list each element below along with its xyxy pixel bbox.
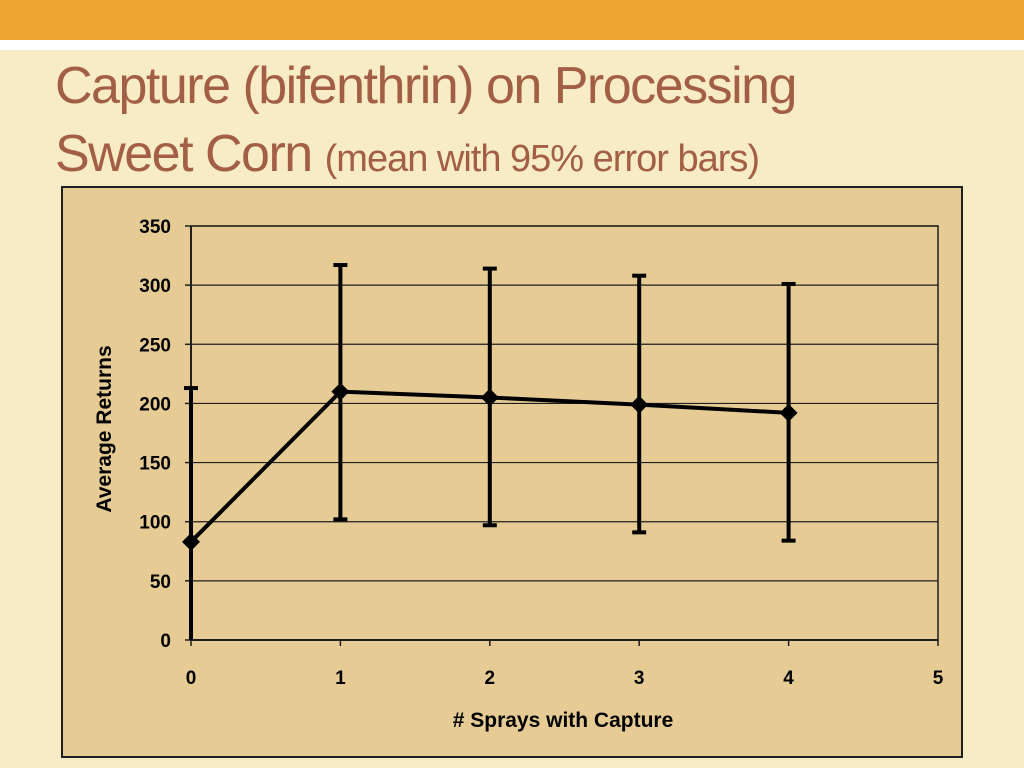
y-tick-label: 350 (139, 217, 171, 238)
x-tick-label: 5 (933, 668, 944, 689)
error-bars (184, 263, 796, 640)
slide-title: Capture (bifenthrin) on Processing Sweet … (55, 52, 1005, 193)
plot-area-border (190, 225, 939, 641)
data-point-diamond (331, 382, 350, 401)
x-tick-label: 2 (485, 668, 496, 689)
chart-frame: 0 50 100 150 200 250 300 350 0 1 2 3 4 5 # Sprays wit… (61, 186, 963, 758)
y-tick-label: 50 (150, 572, 171, 593)
top-accent-bar (0, 0, 1024, 40)
y-tick-label: 250 (139, 335, 171, 356)
y-tick-label: 200 (139, 394, 171, 415)
y-tick-label: 150 (139, 454, 171, 475)
title-line-2: Sweet Corn (55, 125, 313, 183)
data-markers (182, 382, 798, 551)
y-tick-label: 100 (139, 513, 171, 534)
data-point-diamond (630, 395, 649, 414)
data-point-diamond (480, 388, 499, 407)
y-axis-title: Average Returns (93, 345, 116, 512)
top-accent-stripe (0, 40, 1024, 50)
gridlines (191, 225, 938, 582)
x-axis-title: # Sprays with Capture (453, 709, 674, 732)
data-point-diamond (182, 532, 200, 551)
y-tick-label: 0 (160, 631, 171, 652)
x-tick-label: 4 (783, 668, 794, 689)
y-tick-label: 300 (139, 276, 171, 297)
title-line-1: Capture (bifenthrin) on Processing (55, 57, 797, 115)
x-tick-label: 0 (186, 668, 197, 689)
x-tick-label: 1 (335, 668, 346, 689)
line-chart: 0 50 100 150 200 250 300 350 0 1 2 3 4 5 # Sprays wit… (93, 217, 944, 732)
title-subtitle: (mean with 95% error bars) (324, 138, 760, 180)
x-tick-label: 3 (634, 668, 645, 689)
tick-labels: 0 50 100 150 200 250 300 350 0 1 2 3 4 5 (139, 217, 943, 689)
data-point-diamond (779, 403, 798, 422)
